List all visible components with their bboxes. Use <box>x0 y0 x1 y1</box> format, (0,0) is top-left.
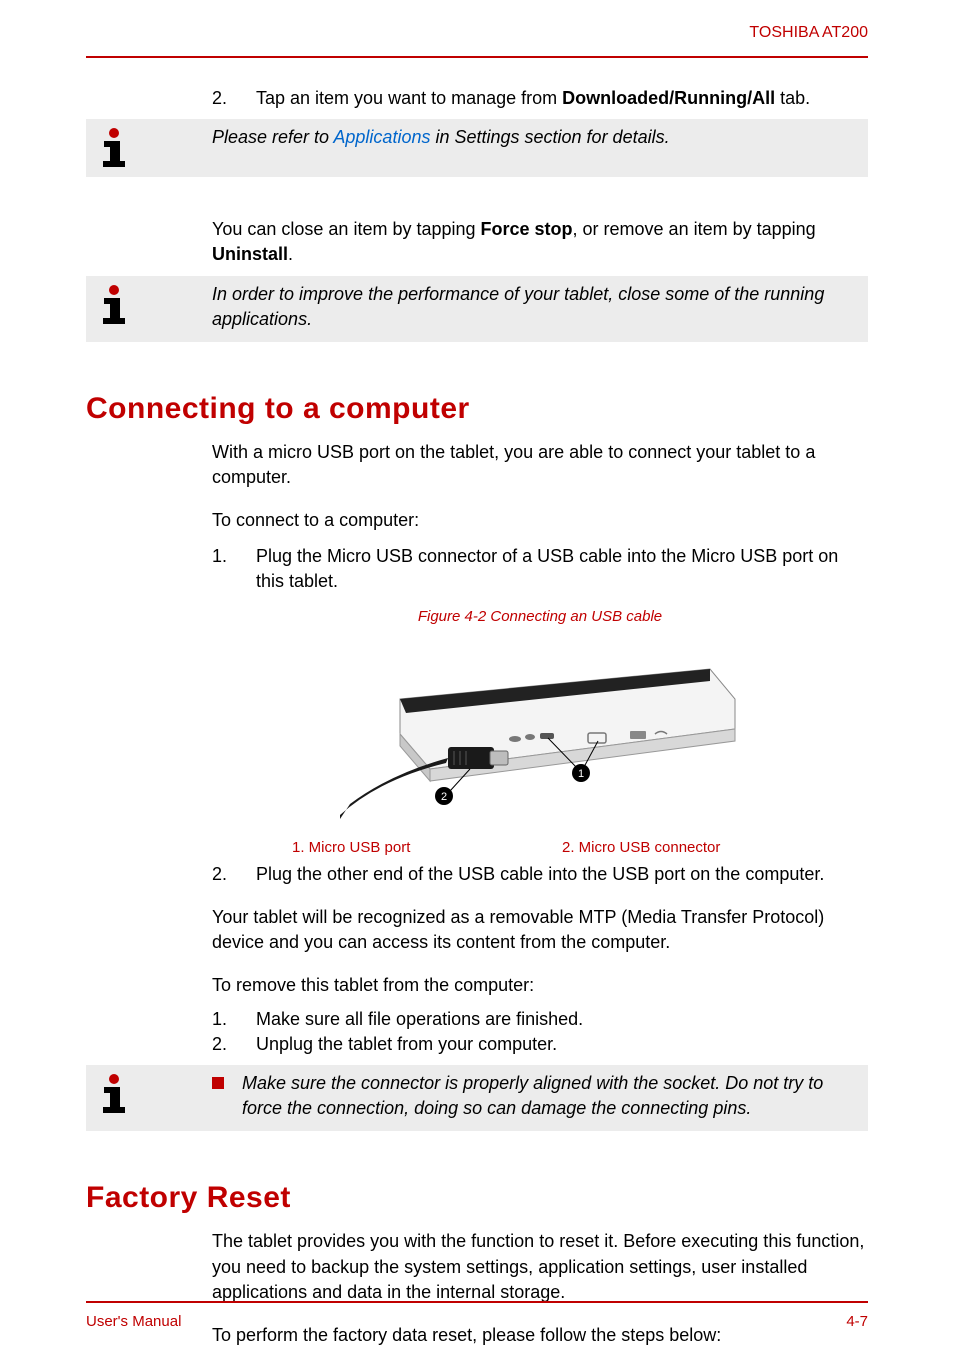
section-title-connecting: Connecting to a computer <box>86 392 868 426</box>
connect-p4: To remove this tablet from the computer: <box>212 973 868 998</box>
step-number: 1. <box>212 1007 256 1032</box>
connect-p3: Your tablet will be recognized as a remo… <box>212 905 868 955</box>
step-text: Unplug the tablet from your computer. <box>256 1032 868 1057</box>
callout-1: 1 <box>578 768 584 780</box>
step-number: 2. <box>212 862 256 887</box>
figure-caption: Figure 4-2 Connecting an USB cable <box>212 608 868 625</box>
bullet-icon <box>212 1077 224 1089</box>
note-applications: Please refer to Applications in Settings… <box>86 119 868 177</box>
content-area: 2. Tap an item you want to manage from D… <box>86 58 868 1348</box>
connect-p2: To connect to a computer: <box>212 508 868 533</box>
manage-step-2: 2. Tap an item you want to manage from D… <box>212 86 868 111</box>
step-text: Plug the Micro USB connector of a USB ca… <box>256 544 868 594</box>
figure-label-1: 1. Micro USB port <box>292 839 562 856</box>
note-text: In order to improve the performance of y… <box>142 282 858 332</box>
section-title-factory-reset: Factory Reset <box>86 1181 868 1215</box>
note-bullet-row: Make sure the connector is properly alig… <box>142 1071 858 1121</box>
connect-step-2: 2. Plug the other end of the USB cable i… <box>212 862 868 887</box>
callout-2: 2 <box>441 791 447 803</box>
footer: User's Manual 4-7 <box>86 1301 868 1330</box>
figure-labels: 1. Micro USB port 2. Micro USB connector <box>212 839 868 856</box>
page: TOSHIBA AT200 2. Tap an item you want to… <box>0 0 954 1368</box>
note-text: Make sure the connector is properly alig… <box>242 1071 858 1121</box>
step-number: 2. <box>212 86 256 111</box>
figure-usb: 1 2 <box>212 639 868 819</box>
connect-p1: With a micro USB port on the tablet, you… <box>212 440 868 490</box>
note-performance: In order to improve the performance of y… <box>86 276 868 342</box>
step-text: Tap an item you want to manage from Down… <box>256 86 868 111</box>
footer-right: 4-7 <box>846 1313 868 1330</box>
step-number: 1. <box>212 544 256 594</box>
info-icon <box>86 282 142 324</box>
note-connector-align: Make sure the connector is properly alig… <box>86 1065 868 1131</box>
remove-step-2: 2. Unplug the tablet from your computer. <box>212 1032 868 1057</box>
step-text: Make sure all file operations are finish… <box>256 1007 868 1032</box>
info-icon <box>86 125 142 167</box>
close-item-paragraph: You can close an item by tapping Force s… <box>212 217 868 267</box>
info-icon <box>86 1071 142 1113</box>
reset-p1: The tablet provides you with the functio… <box>212 1229 868 1305</box>
step-text: Plug the other end of the USB cable into… <box>256 862 868 887</box>
note-text: Please refer to Applications in Settings… <box>142 125 858 150</box>
applications-link[interactable]: Applications <box>333 127 430 147</box>
connect-step-1: 1. Plug the Micro USB connector of a USB… <box>212 544 868 594</box>
remove-step-1: 1. Make sure all file operations are fin… <box>212 1007 868 1032</box>
figure-label-2: 2. Micro USB connector <box>562 839 720 856</box>
step-number: 2. <box>212 1032 256 1057</box>
header-product: TOSHIBA AT200 <box>86 24 868 42</box>
footer-left: User's Manual <box>86 1313 181 1330</box>
